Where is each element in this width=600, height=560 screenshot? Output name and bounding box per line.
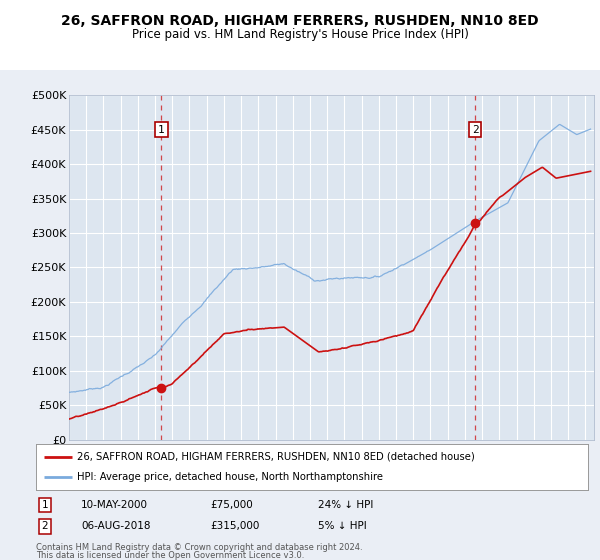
Text: 2: 2: [41, 521, 49, 531]
Text: 1: 1: [158, 125, 165, 134]
Text: 26, SAFFRON ROAD, HIGHAM FERRERS, RUSHDEN, NN10 8ED (detached house): 26, SAFFRON ROAD, HIGHAM FERRERS, RUSHDE…: [77, 452, 475, 462]
Text: Contains HM Land Registry data © Crown copyright and database right 2024.: Contains HM Land Registry data © Crown c…: [36, 543, 362, 552]
Text: 5% ↓ HPI: 5% ↓ HPI: [318, 521, 367, 531]
Text: 24% ↓ HPI: 24% ↓ HPI: [318, 500, 373, 510]
Text: 1: 1: [41, 500, 49, 510]
Text: 06-AUG-2018: 06-AUG-2018: [81, 521, 151, 531]
Text: 2: 2: [472, 125, 478, 134]
Text: 10-MAY-2000: 10-MAY-2000: [81, 500, 148, 510]
Text: £315,000: £315,000: [210, 521, 259, 531]
Text: Price paid vs. HM Land Registry's House Price Index (HPI): Price paid vs. HM Land Registry's House …: [131, 28, 469, 41]
Text: HPI: Average price, detached house, North Northamptonshire: HPI: Average price, detached house, Nort…: [77, 472, 383, 482]
Text: This data is licensed under the Open Government Licence v3.0.: This data is licensed under the Open Gov…: [36, 551, 304, 560]
Text: £75,000: £75,000: [210, 500, 253, 510]
Text: 26, SAFFRON ROAD, HIGHAM FERRERS, RUSHDEN, NN10 8ED: 26, SAFFRON ROAD, HIGHAM FERRERS, RUSHDE…: [61, 14, 539, 28]
